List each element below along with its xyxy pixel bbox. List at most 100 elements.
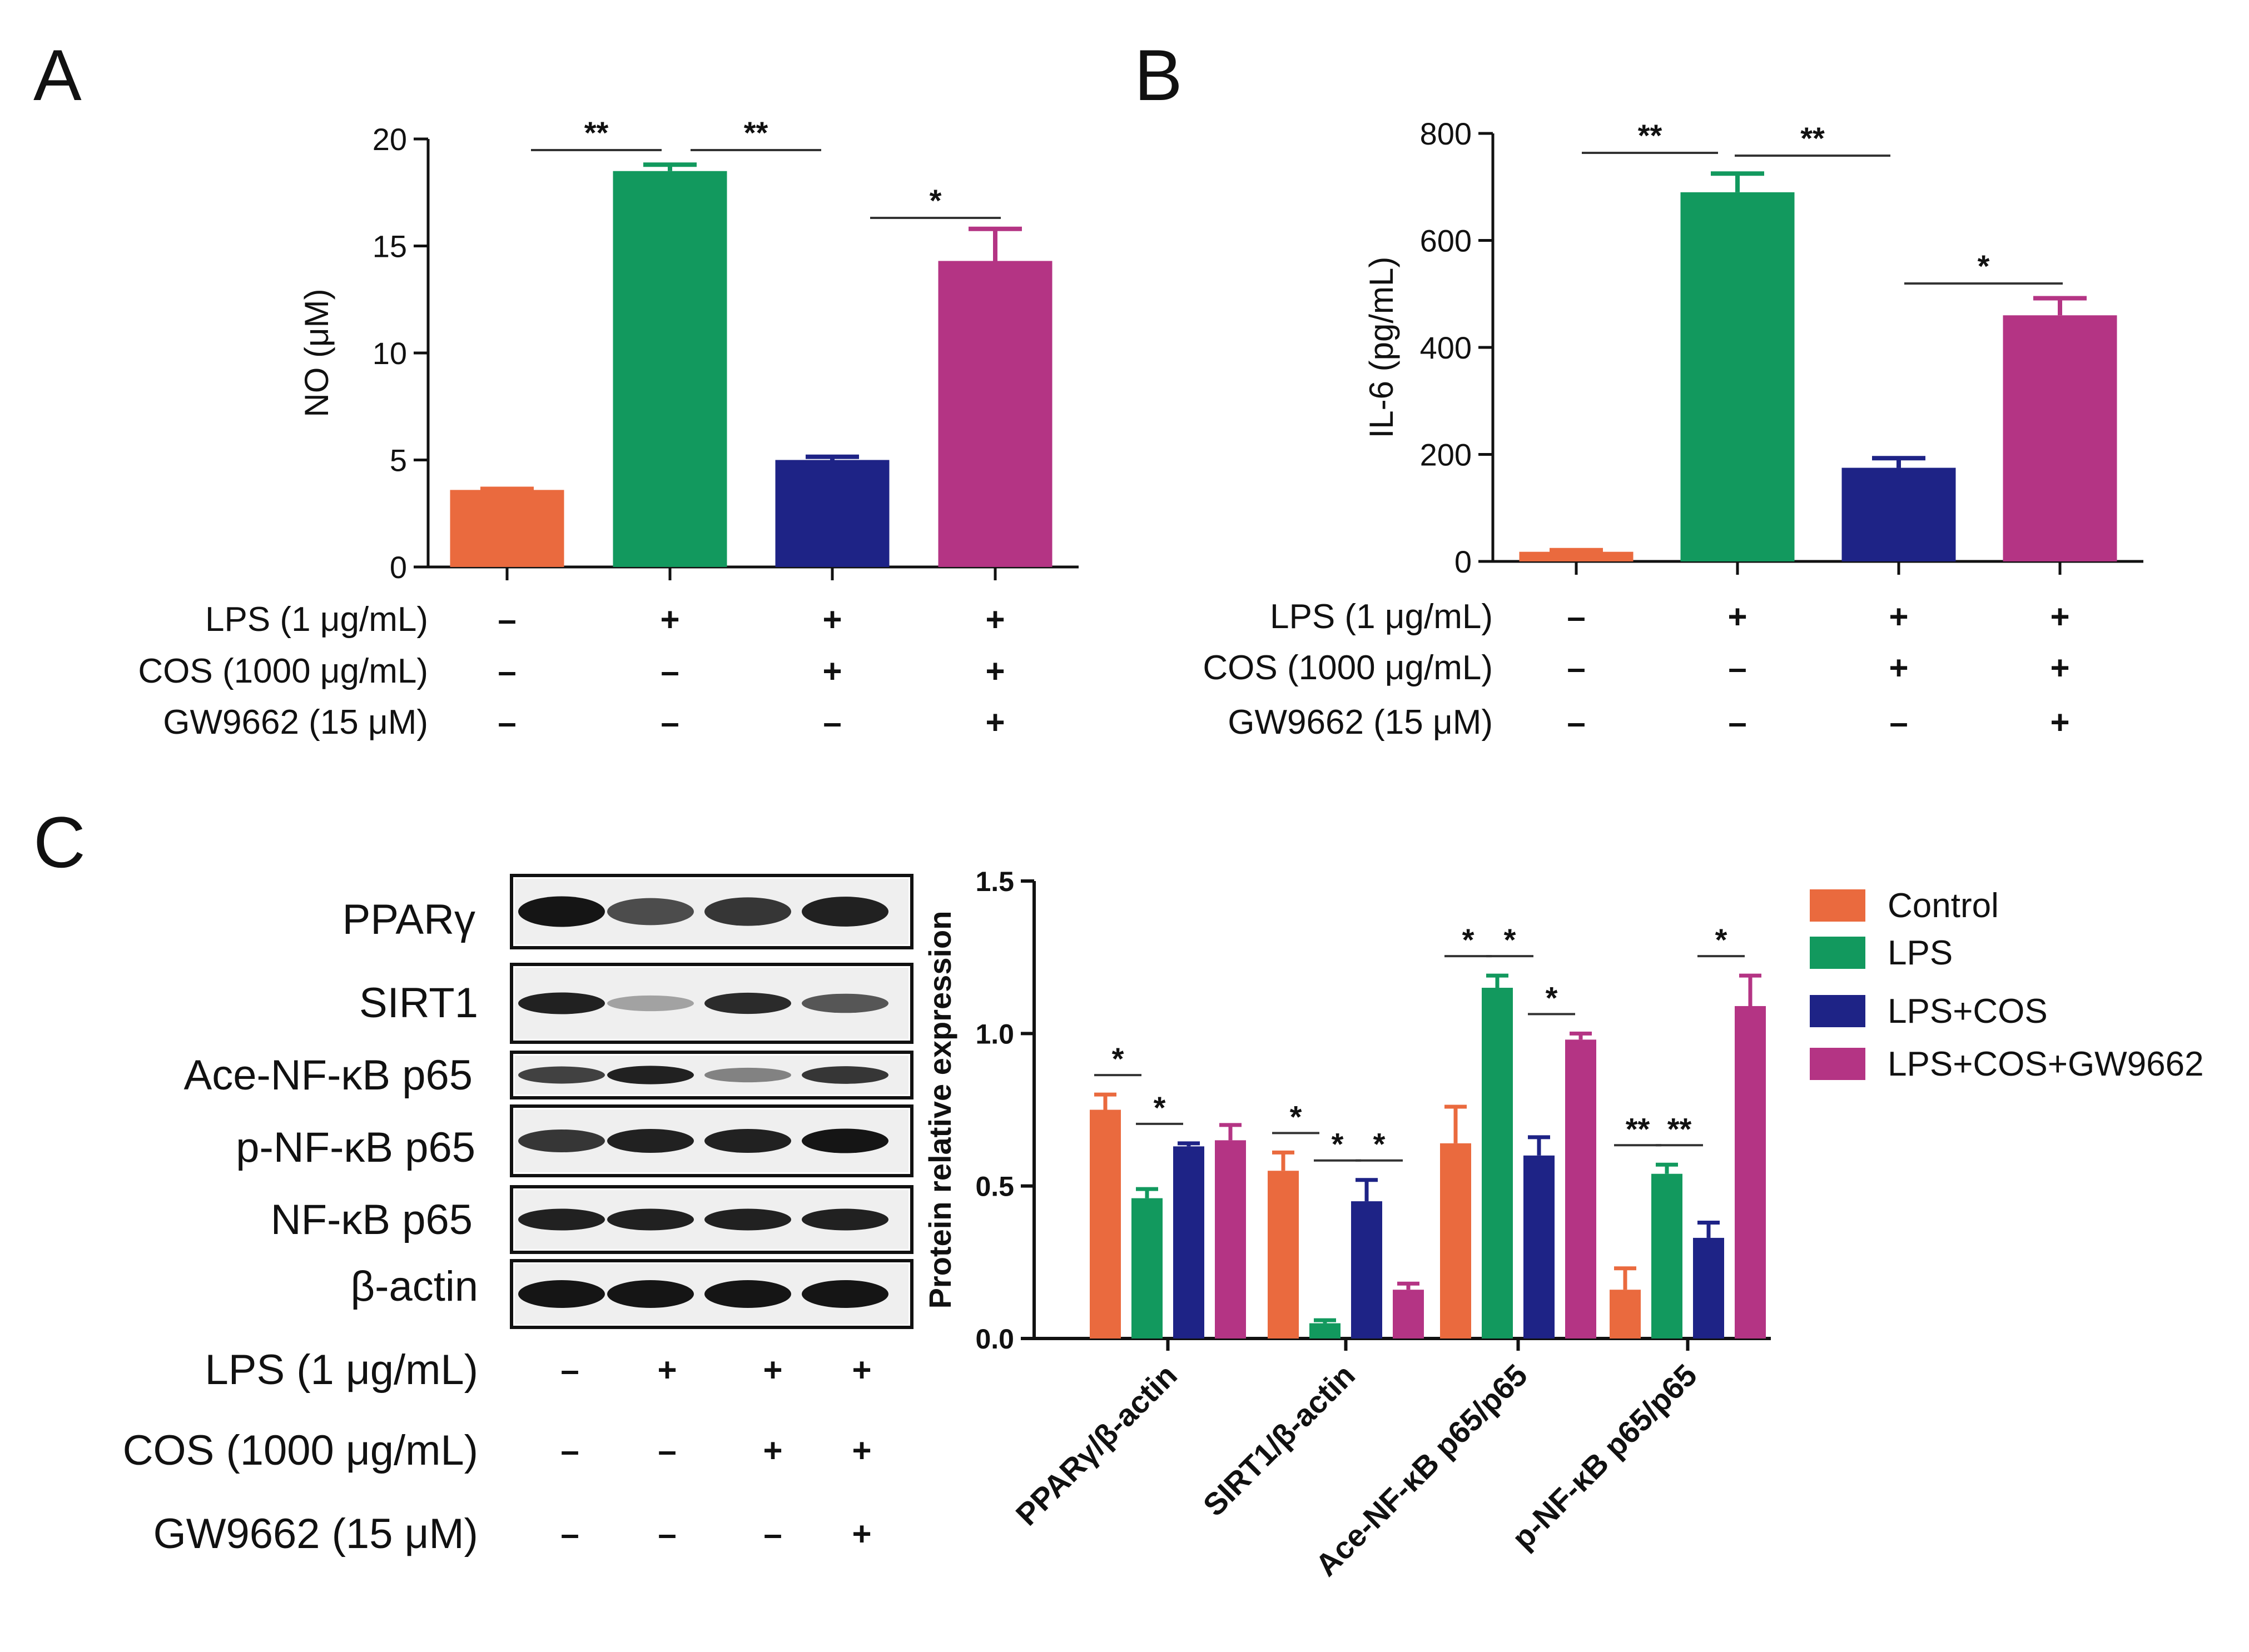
blot-band: [607, 1280, 694, 1308]
blot-condition-sign: –: [560, 1515, 579, 1553]
condition-sign: +: [2050, 704, 2069, 741]
blot-label-beta-actin: β-actin: [350, 1263, 478, 1310]
y-tick-label: 5: [390, 443, 407, 478]
condition-label: COS (1000 μg/mL): [138, 652, 428, 690]
blot-condition-sign: +: [852, 1515, 871, 1553]
significance-label: *: [1504, 922, 1516, 957]
bar: [1680, 192, 1795, 561]
blot-condition-sign: +: [763, 1432, 782, 1469]
y-axis-title: NO (μM): [298, 288, 335, 417]
significance-label: *: [1154, 1090, 1166, 1125]
significance-label: *: [1546, 980, 1558, 1015]
significance-label: *: [930, 183, 942, 218]
condition-sign: –: [1567, 649, 1585, 686]
blot-band: [607, 898, 694, 925]
condition-sign: –: [498, 704, 516, 741]
blot-label-ace-nfkb: Ace-NF-κB p65: [184, 1052, 473, 1099]
blot-band: [802, 897, 888, 927]
y-tick-label: 1.0: [975, 1018, 1014, 1049]
blot-band: [607, 1208, 694, 1231]
blot-condition-sign: +: [852, 1351, 871, 1389]
condition-sign: –: [1567, 598, 1585, 635]
y-tick-label: 200: [1420, 437, 1472, 472]
blot-band: [518, 1280, 605, 1308]
blot-band: [802, 1208, 888, 1231]
bar: [1651, 1173, 1682, 1338]
condition-sign: +: [2050, 649, 2069, 686]
legend-label: LPS+COS: [1888, 992, 2048, 1031]
bar: [1610, 1290, 1641, 1338]
blot-condition-sign: –: [560, 1351, 579, 1389]
bar: [1519, 551, 1634, 561]
condition-sign: –: [1889, 704, 1908, 741]
condition-sign: –: [823, 704, 841, 741]
condition-sign: –: [661, 653, 679, 690]
condition-label: GW9662 (15 μM): [1228, 703, 1493, 742]
blot-band: [704, 1280, 791, 1308]
condition-sign: –: [498, 653, 516, 690]
blot-band: [704, 992, 791, 1014]
blot-band: [607, 1066, 694, 1084]
condition-sign: +: [2050, 598, 2069, 635]
blot-condition-label: GW9662 (15 μM): [153, 1510, 478, 1558]
y-tick-label: 1.5: [975, 866, 1014, 897]
blot-band: [518, 1208, 605, 1231]
condition-sign: –: [1728, 704, 1746, 741]
bar: [1523, 1155, 1555, 1338]
y-axis-title: IL-6 (pg/mL): [1363, 257, 1400, 439]
bar: [1565, 1039, 1596, 1338]
blot-label-sirt1: SIRT1: [359, 979, 478, 1027]
blot-condition-sign: +: [852, 1432, 871, 1469]
condition-sign: –: [1567, 704, 1585, 741]
y-tick-label: 0.0: [975, 1323, 1014, 1355]
blot-band: [704, 1128, 791, 1153]
bar: [1440, 1143, 1471, 1338]
bar: [775, 460, 890, 567]
blot-band: [802, 1066, 888, 1084]
blot-band: [518, 896, 605, 927]
condition-sign: +: [985, 704, 1005, 741]
condition-label: GW9662 (15 μM): [163, 703, 428, 742]
significance-label: **: [584, 115, 609, 150]
bar: [1351, 1201, 1382, 1338]
panel-label-a: A: [33, 34, 82, 116]
western-blot: PPARγ SIRT1 Ace-NF-κB p65 p-NF-κB p65 NF…: [123, 874, 913, 1558]
blot-band: [704, 1208, 791, 1231]
panel-label-c: C: [33, 802, 86, 883]
legend-label: LPS+COS+GW9662: [1888, 1045, 2204, 1083]
legend-swatch: [1810, 889, 1865, 922]
significance-label: *: [1462, 922, 1474, 957]
significance-label: **: [1626, 1111, 1650, 1146]
significance-label: *: [1290, 1099, 1302, 1134]
blot-condition-sign: +: [657, 1351, 677, 1389]
blot-condition-sign: –: [658, 1432, 676, 1469]
blot-band: [704, 1067, 791, 1083]
bar: [1215, 1140, 1246, 1338]
condition-sign: +: [985, 601, 1005, 638]
y-axis-title: Protein relative expression: [922, 911, 957, 1309]
bar: [450, 490, 564, 567]
blot-band: [802, 993, 888, 1013]
blot-condition-sign: –: [658, 1515, 676, 1553]
bar: [1841, 467, 1956, 561]
condition-sign: +: [822, 601, 842, 638]
legend-label: Control: [1888, 887, 1999, 925]
y-tick-label: 20: [373, 122, 407, 157]
significance-label: *: [1112, 1041, 1124, 1076]
condition-label: LPS (1 μg/mL): [205, 600, 428, 639]
y-tick-label: 0: [1454, 544, 1472, 579]
bar: [938, 261, 1052, 567]
blot-label-p-nfkb: p-NF-κB p65: [236, 1124, 475, 1171]
blot-band: [802, 1280, 888, 1308]
blot-condition-label: LPS (1 μg/mL): [205, 1346, 478, 1394]
bar: [613, 171, 727, 567]
y-tick-label: 800: [1420, 116, 1472, 151]
bar: [1393, 1290, 1424, 1338]
blot-condition-label: COS (1000 μg/mL): [123, 1427, 478, 1474]
condition-label: COS (1000 μg/mL): [1203, 649, 1493, 687]
significance-label: *: [1978, 248, 1990, 283]
condition-sign: +: [1727, 598, 1747, 635]
